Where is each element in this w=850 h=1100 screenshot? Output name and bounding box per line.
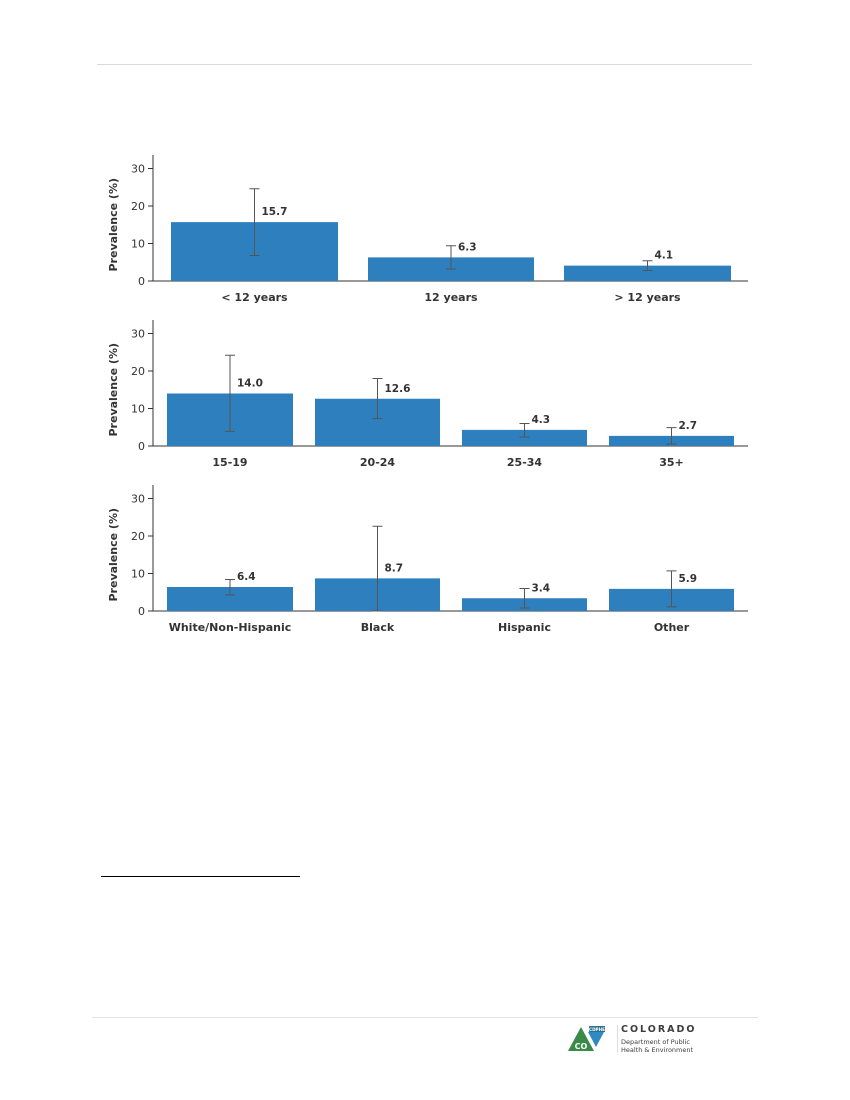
y-tick-label: 20 xyxy=(131,530,145,543)
logo-letters: CO xyxy=(575,1042,588,1051)
education-prevalence-chart: 0 10 20 30 Prevalence (%) 15.7 < 12 years 6.3 12… xyxy=(107,155,748,304)
value-label: 6.3 xyxy=(458,241,477,253)
bar xyxy=(564,265,731,281)
value-label: 12.6 xyxy=(385,383,411,395)
colorado-logo-icon: CDPHE CO xyxy=(568,1025,618,1053)
logo-badge-text: CDPHE xyxy=(589,1027,605,1032)
y-tick-label: 10 xyxy=(131,568,145,581)
footnote-rule xyxy=(101,876,300,877)
y-tick-label: 20 xyxy=(131,200,145,213)
y-tick-label: 0 xyxy=(138,440,145,453)
value-label: 8.7 xyxy=(385,562,404,574)
y-tick-label: 0 xyxy=(138,275,145,288)
value-label: 5.9 xyxy=(679,573,698,585)
y-tick-label: 10 xyxy=(131,403,145,416)
x-tick-label: White/Non-Hispanic xyxy=(169,621,292,634)
race-prevalence-chart: 0 10 20 30 Prevalence (%) 6.4 White/Non-Hispan… xyxy=(107,485,748,634)
x-tick-label: 15-19 xyxy=(212,456,247,469)
value-label: 4.1 xyxy=(655,250,674,262)
x-tick-label: Other xyxy=(654,621,690,634)
value-label: 4.3 xyxy=(532,414,551,426)
x-tick-label: Black xyxy=(361,621,395,634)
logo-dept-line1: Department of Public xyxy=(621,1038,690,1046)
x-tick-label: < 12 years xyxy=(221,291,288,304)
x-tick-label: 20-24 xyxy=(360,456,396,469)
y-tick-label: 30 xyxy=(131,493,145,506)
age-prevalence-chart: 0 10 20 30 Prevalence (%) 14.0 15-19 12.6 20-24 4… xyxy=(107,320,748,469)
y-tick-label: 30 xyxy=(131,163,145,176)
y-tick-label: 0 xyxy=(138,605,145,618)
y-tick-label: 30 xyxy=(131,328,145,341)
value-label: 6.4 xyxy=(237,571,256,583)
value-label: 3.4 xyxy=(532,582,551,594)
x-tick-label: Hispanic xyxy=(498,621,551,634)
y-tick-label: 10 xyxy=(131,238,145,251)
y-axis-label: Prevalence (%) xyxy=(107,508,120,602)
bar xyxy=(462,429,587,446)
logo-state: COLORADO xyxy=(621,1024,697,1035)
cdphe-logo: CDPHE CO COLORADO Department of Public H… xyxy=(568,1024,697,1056)
y-tick-label: 20 xyxy=(131,365,145,378)
y-axis-label: Prevalence (%) xyxy=(107,343,120,437)
x-tick-label: > 12 years xyxy=(614,291,681,304)
value-label: 14.0 xyxy=(237,378,263,390)
logo-dept-line2: Health & Environment xyxy=(621,1046,694,1054)
x-tick-label: 12 years xyxy=(424,291,478,304)
footer-rule xyxy=(92,1017,758,1018)
x-tick-label: 35+ xyxy=(659,456,684,469)
value-label: 2.7 xyxy=(679,420,698,432)
value-label: 15.7 xyxy=(262,206,288,218)
header-rule xyxy=(97,64,752,65)
x-tick-label: 25-34 xyxy=(507,456,543,469)
y-axis-label: Prevalence (%) xyxy=(107,178,120,272)
